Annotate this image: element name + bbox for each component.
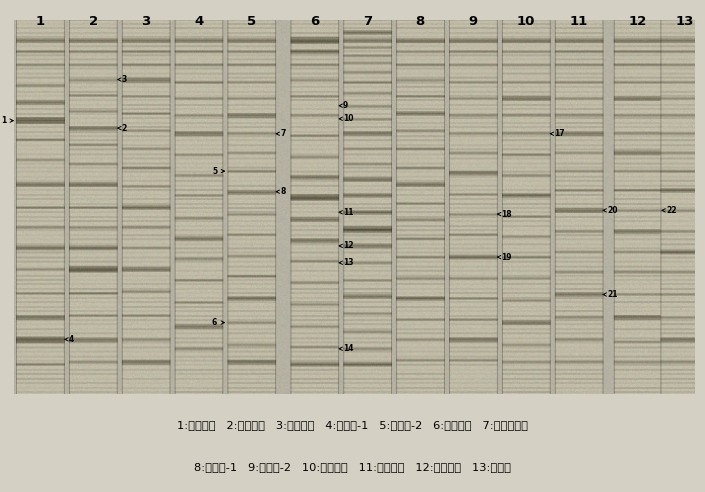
Text: 10: 10 (339, 114, 354, 123)
Text: 8: 8 (416, 15, 425, 28)
Text: 14: 14 (339, 344, 354, 353)
Text: 18: 18 (498, 210, 512, 218)
Text: 8: 8 (276, 187, 286, 196)
Text: 1: 1 (1, 116, 13, 125)
Text: 3: 3 (118, 75, 127, 84)
Text: 10: 10 (517, 15, 535, 28)
Text: 6: 6 (310, 15, 319, 28)
Text: 12: 12 (628, 15, 646, 28)
Text: 11: 11 (339, 208, 354, 217)
Text: 13: 13 (675, 15, 694, 28)
Text: 7: 7 (276, 129, 286, 138)
Text: 13: 13 (339, 258, 354, 267)
Text: 6: 6 (212, 318, 224, 327)
Text: 4: 4 (195, 15, 204, 28)
Text: 22: 22 (662, 206, 677, 215)
Text: 11: 11 (570, 15, 588, 28)
Text: 5: 5 (247, 15, 257, 28)
Text: 1:매주나무   2:고용나무   3:느티나무   4:소나무-1   5:소나무-2   6:굴피나무   7:사힘주나무: 1:매주나무 2:고용나무 3:느티나무 4:소나무-1 5:소나무-2 6:굴… (177, 420, 528, 430)
Text: 19: 19 (498, 252, 512, 262)
Text: 21: 21 (603, 290, 618, 299)
Text: 2: 2 (118, 123, 127, 133)
Text: 5: 5 (212, 167, 224, 176)
Text: 17: 17 (551, 129, 565, 138)
Text: 23: 23 (0, 491, 1, 492)
Text: 1: 1 (36, 15, 45, 28)
Text: 9: 9 (339, 101, 348, 110)
Text: 2: 2 (89, 15, 98, 28)
Text: 4: 4 (65, 335, 74, 344)
Text: 3: 3 (142, 15, 151, 28)
Text: 25: 25 (0, 491, 1, 492)
Text: 8:고사리-1   9:고사리-2   10:소태나무   11:생강나무   12:층층나무   13:벛나무: 8:고사리-1 9:고사리-2 10:소태나무 11:생강나무 12:층층나무 … (194, 462, 511, 472)
Text: 7: 7 (363, 15, 372, 28)
Text: 12: 12 (339, 242, 354, 250)
Text: 24: 24 (0, 491, 1, 492)
Text: 20: 20 (603, 206, 618, 215)
Text: 9: 9 (469, 15, 477, 28)
